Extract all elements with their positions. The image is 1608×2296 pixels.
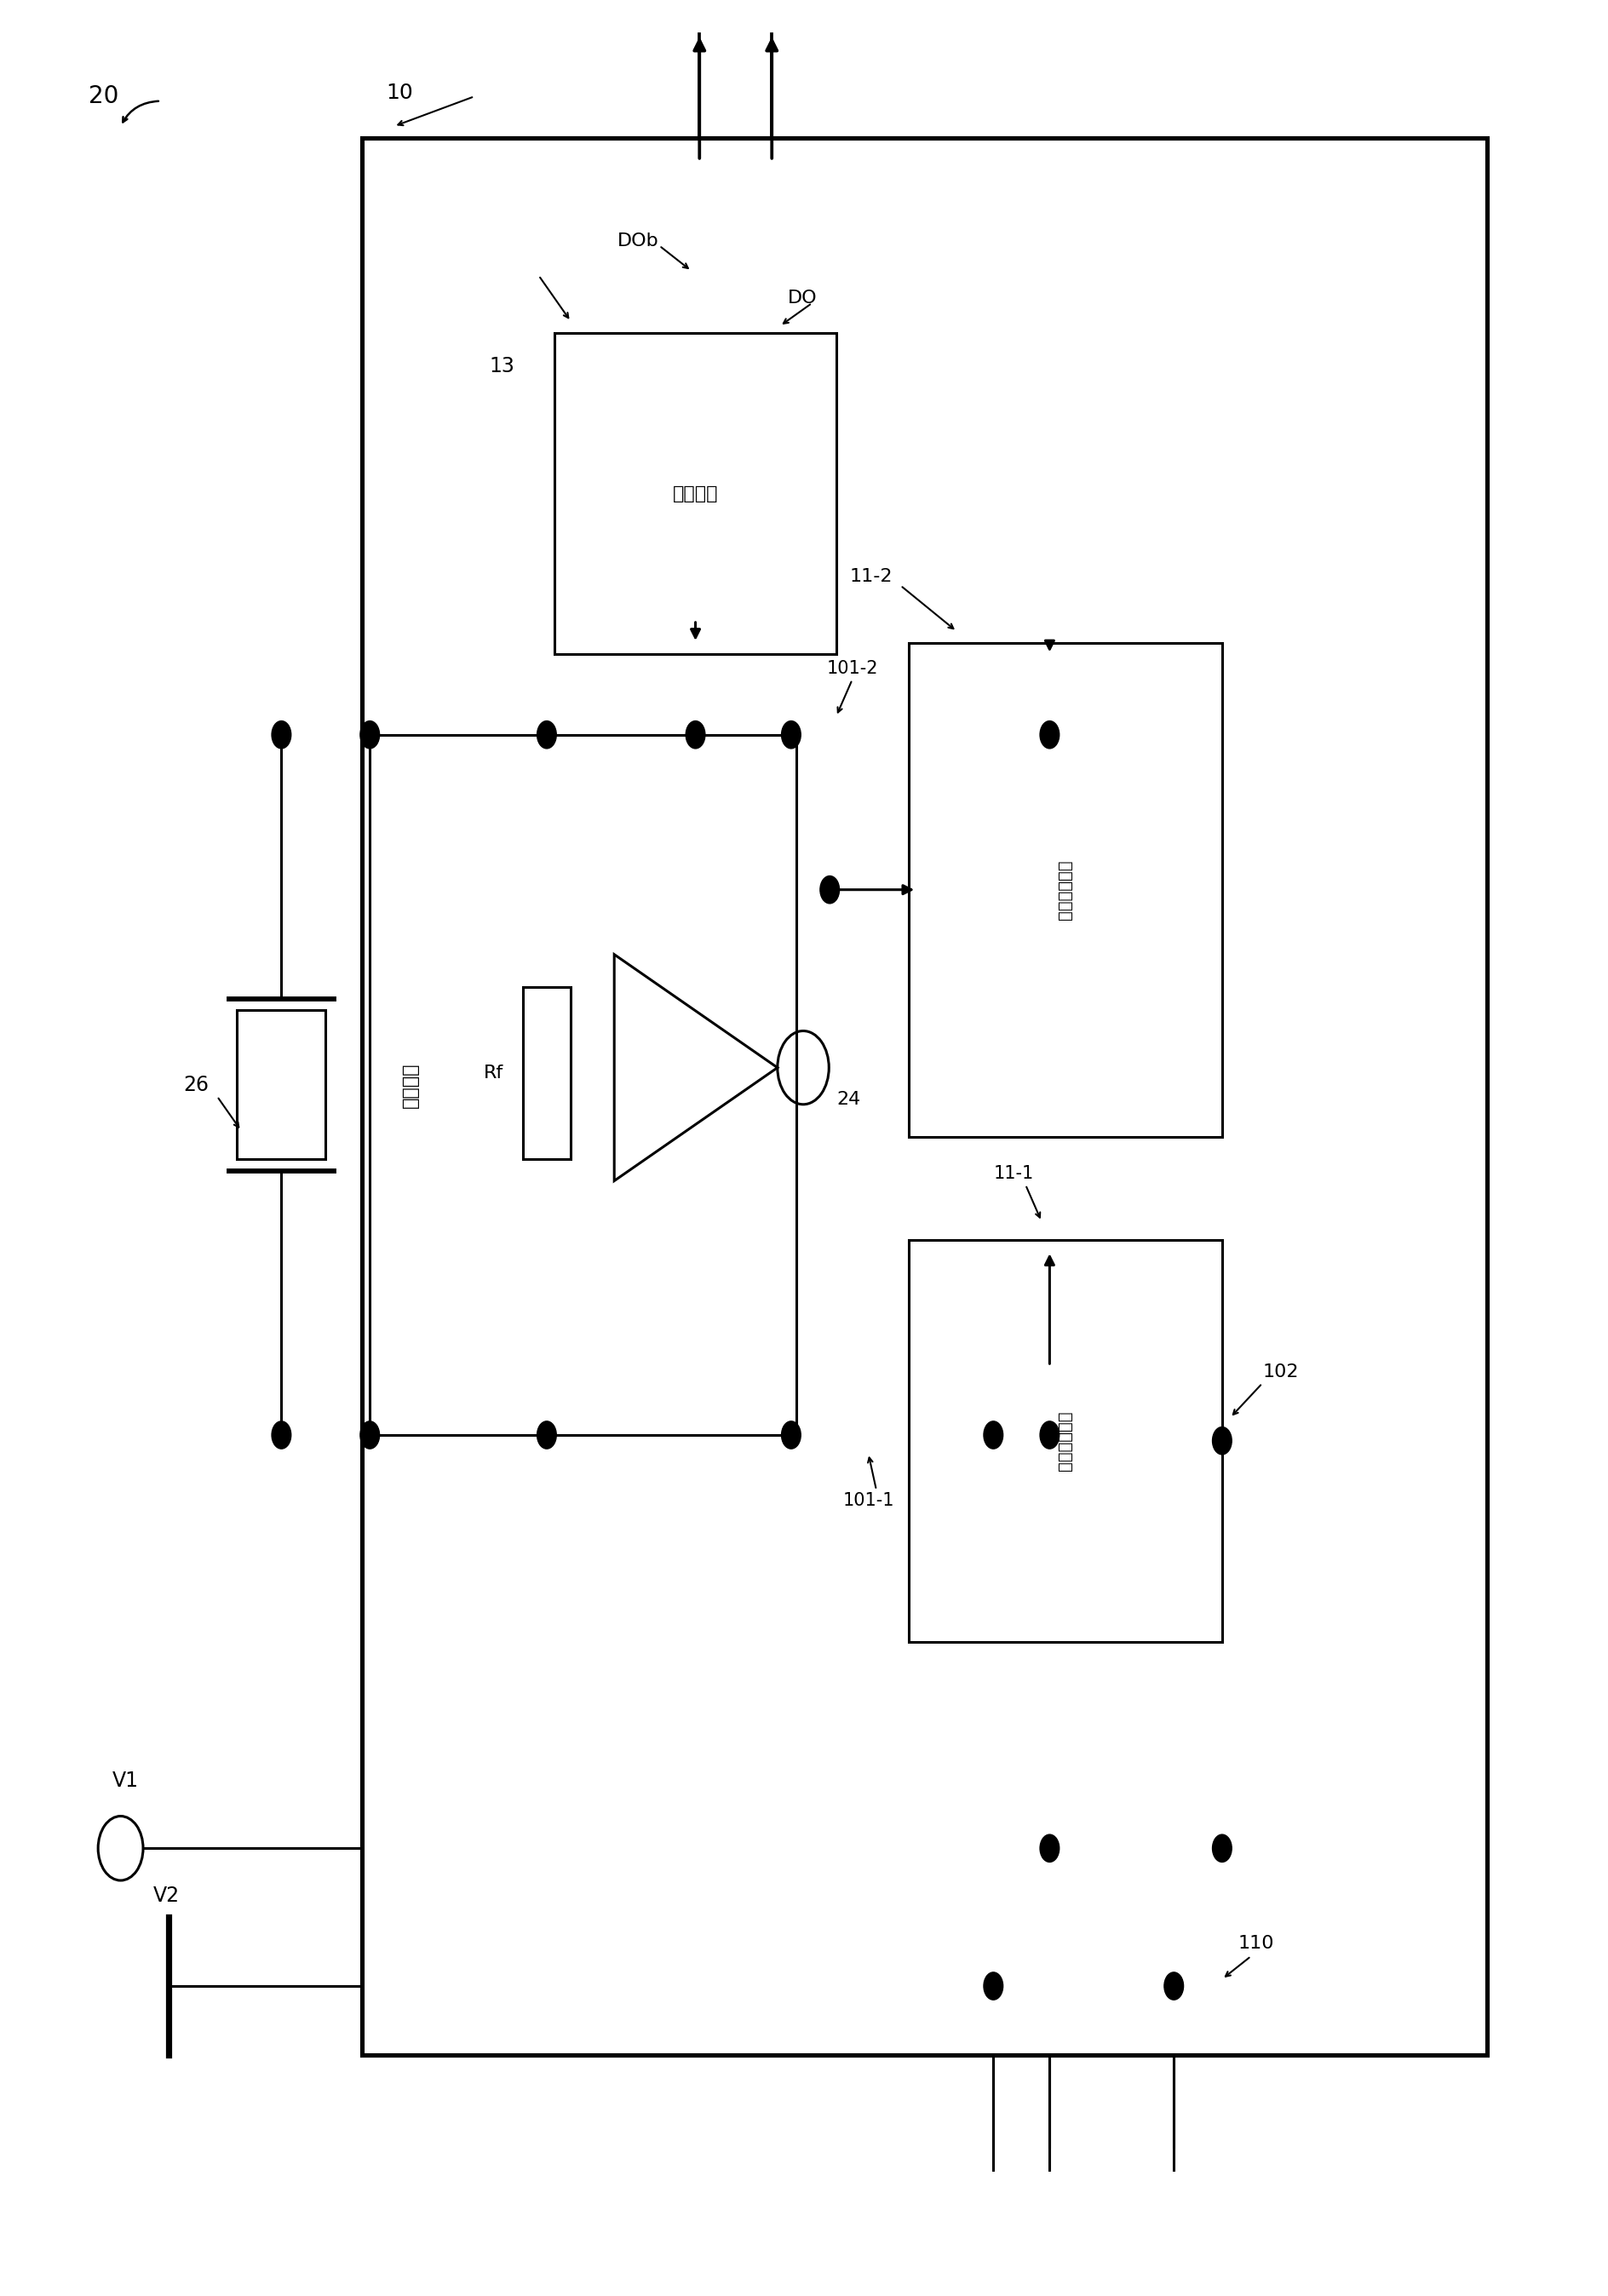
Bar <box>555 333 836 654</box>
Circle shape <box>360 1421 379 1449</box>
Bar <box>909 643 1222 1137</box>
Bar <box>370 735 796 1435</box>
Text: V2: V2 <box>153 1885 178 1906</box>
Text: 101-2: 101-2 <box>827 661 878 677</box>
Text: 可变电容电路: 可变电容电路 <box>1056 1410 1074 1472</box>
Text: 可变电容电路: 可变电容电路 <box>1056 859 1074 921</box>
Text: 振荡电路: 振荡电路 <box>402 1063 418 1107</box>
Circle shape <box>272 721 291 748</box>
Text: 输出电路: 输出电路 <box>672 484 719 503</box>
Text: V1: V1 <box>113 1770 138 1791</box>
Text: 102: 102 <box>1262 1364 1299 1380</box>
Text: 11-2: 11-2 <box>849 569 892 585</box>
Circle shape <box>1212 1835 1232 1862</box>
Circle shape <box>1164 1972 1183 2000</box>
Text: DO: DO <box>788 289 817 308</box>
Text: 110: 110 <box>1238 1936 1275 1952</box>
Text: 26: 26 <box>183 1075 209 1095</box>
Text: DOb: DOb <box>617 232 659 250</box>
Text: 13: 13 <box>489 356 515 377</box>
Circle shape <box>820 875 839 902</box>
Bar <box>909 1240 1222 1642</box>
Circle shape <box>1040 721 1060 748</box>
Text: 11-1: 11-1 <box>994 1166 1034 1182</box>
Circle shape <box>781 721 801 748</box>
Circle shape <box>537 1421 556 1449</box>
Circle shape <box>984 1972 1003 2000</box>
Bar <box>523 987 571 1159</box>
Circle shape <box>984 1421 1003 1449</box>
Circle shape <box>685 721 704 748</box>
Circle shape <box>1040 1835 1060 1862</box>
Bar <box>238 1010 325 1159</box>
Circle shape <box>1040 1421 1060 1449</box>
Text: 10: 10 <box>386 83 413 103</box>
Text: 101-1: 101-1 <box>843 1492 894 1508</box>
Circle shape <box>781 1421 801 1449</box>
Circle shape <box>360 721 379 748</box>
Circle shape <box>272 1421 291 1449</box>
Text: 24: 24 <box>836 1091 860 1107</box>
Circle shape <box>537 721 556 748</box>
Circle shape <box>1212 1426 1232 1456</box>
Text: Rf: Rf <box>484 1065 503 1081</box>
Bar <box>362 138 1487 2055</box>
Text: 20: 20 <box>88 85 119 108</box>
